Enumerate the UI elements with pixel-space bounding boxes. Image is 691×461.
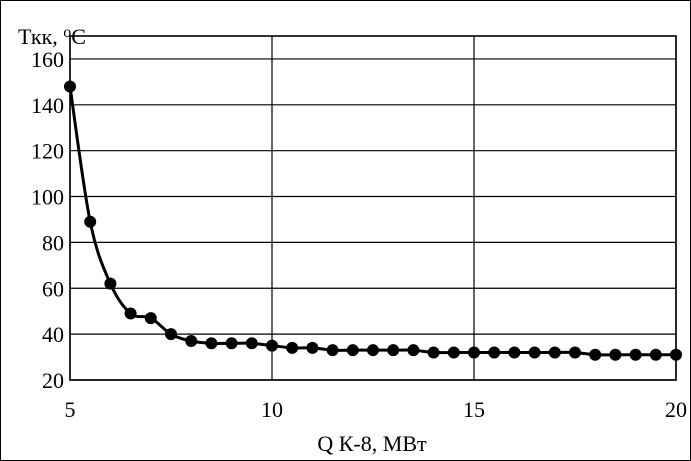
data-point — [488, 346, 501, 359]
x-axis-label: Q К-8, МВт — [317, 431, 427, 456]
y-tick-label: 120 — [31, 139, 64, 164]
data-point — [548, 346, 561, 359]
data-point — [104, 277, 117, 290]
data-point — [144, 312, 157, 325]
y-tick-label: 20 — [42, 368, 64, 393]
y-tick-label: 100 — [31, 185, 64, 210]
data-point — [245, 337, 258, 350]
data-point — [407, 344, 420, 357]
data-point — [367, 344, 379, 357]
x-tick-label: 20 — [665, 397, 687, 422]
y-tick-label: 160 — [31, 47, 64, 72]
data-point — [508, 346, 521, 359]
data-point — [185, 335, 198, 348]
data-point — [84, 215, 97, 228]
y-tick-label: 140 — [31, 93, 64, 118]
x-tick-label: 5 — [65, 397, 76, 422]
data-point — [387, 344, 400, 357]
y-axis-label: Ткк, оС — [18, 24, 86, 49]
data-point — [326, 344, 339, 357]
data-point — [205, 337, 218, 350]
y-tick-label: 60 — [42, 276, 64, 301]
data-point — [64, 80, 76, 93]
data-point — [427, 346, 440, 359]
axes: 20 40 60 80 100 120 140 160 5 10 15 20 — [31, 35, 687, 422]
y-tick-label: 80 — [42, 230, 64, 255]
data-point — [225, 337, 238, 350]
x-tick-label: 15 — [463, 397, 485, 422]
data-point — [447, 346, 460, 359]
data-point — [569, 346, 581, 359]
data-point — [528, 346, 541, 359]
data-point — [124, 307, 137, 320]
data-point — [649, 348, 662, 361]
data-point — [165, 328, 177, 341]
x-tick-label: 10 — [261, 397, 283, 422]
data-point — [629, 348, 642, 361]
plot-area — [69, 35, 677, 381]
data-point — [468, 346, 480, 359]
data-point — [286, 341, 299, 354]
y-tick-label: 40 — [42, 322, 64, 347]
data-point — [670, 348, 682, 361]
data-point — [266, 339, 278, 352]
grid — [69, 36, 677, 381]
data-point — [589, 348, 602, 361]
labels: Ткк, оС Q К-8, МВт — [18, 24, 427, 456]
data-point — [306, 341, 319, 354]
data-point — [346, 344, 359, 357]
series-line — [68, 86, 676, 357]
data-point — [609, 348, 622, 361]
series — [64, 80, 682, 361]
